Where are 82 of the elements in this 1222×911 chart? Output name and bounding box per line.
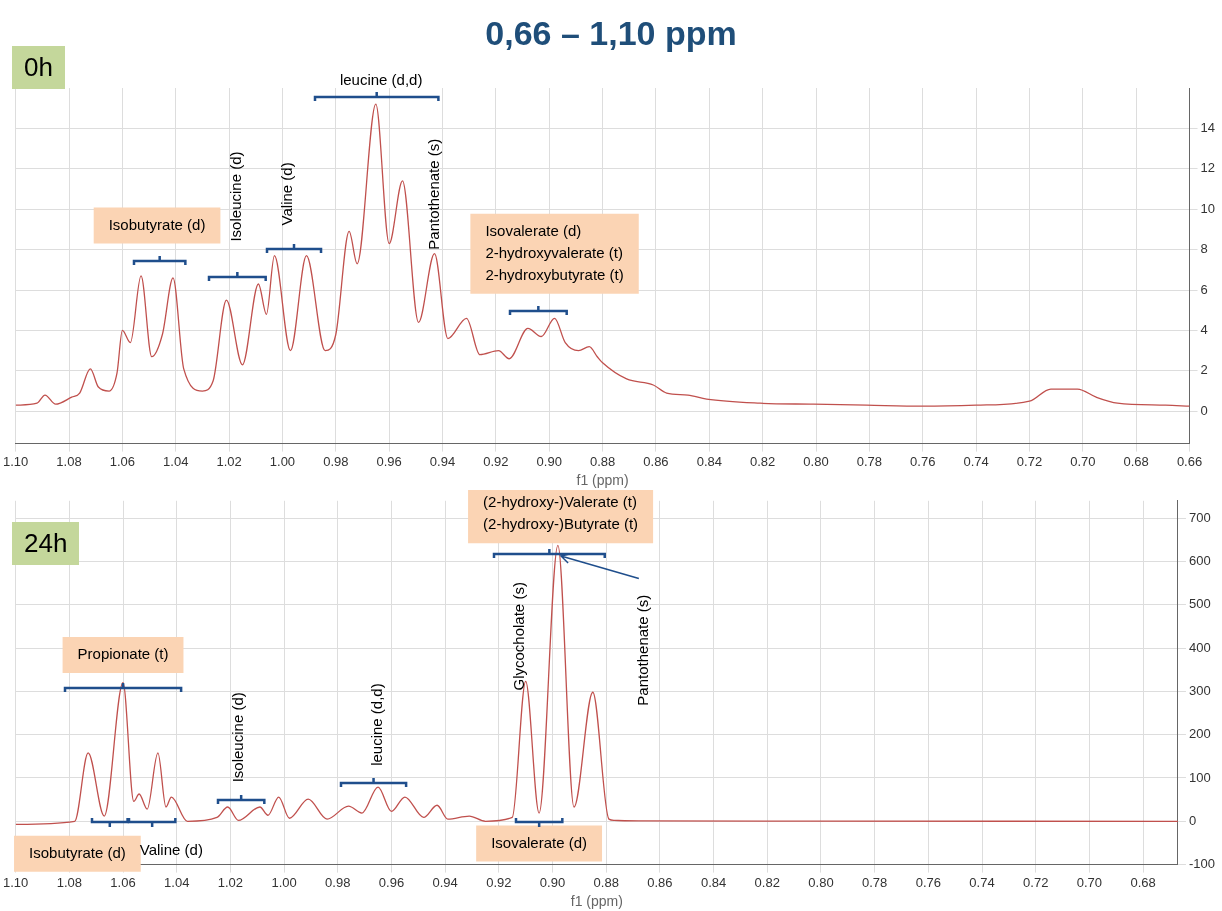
- annotation: Isobutyrate (d): [108, 215, 206, 233]
- annotation: Pantothenate (s): [424, 138, 442, 250]
- y-tick-label: 700: [1188, 509, 1211, 525]
- y-tick-label: 100: [1188, 769, 1211, 785]
- x-tick-label: 0.70: [1076, 874, 1103, 890]
- x-tick-label: 0.86: [643, 453, 669, 469]
- y-tick-label: 0: [1200, 402, 1208, 418]
- x-tick-label: 0.82: [754, 874, 780, 890]
- annotation: Pantothenate (s): [633, 594, 651, 706]
- x-tick-label: 1.00: [271, 874, 297, 890]
- annotation: Valine (d): [277, 162, 295, 226]
- x-tick-label: 0.68: [1130, 874, 1156, 890]
- y-tick-label: 0: [1188, 812, 1197, 828]
- y-tick-label: 6: [1200, 281, 1208, 297]
- y-tick-label: 14: [1200, 119, 1216, 135]
- y-tick-label: -100: [1188, 856, 1216, 872]
- x-tick-label: 0.80: [803, 453, 829, 469]
- x-axis-title: f1 (ppm): [570, 893, 623, 910]
- x-tick-label: 1.04: [164, 874, 190, 890]
- annotation: 24h: [12, 522, 80, 565]
- x-tick-label: 0.74: [963, 453, 989, 469]
- x-tick-label: 0.90: [536, 453, 562, 469]
- x-tick-label: 1.00: [269, 453, 296, 469]
- y-tick-label: 8: [1200, 241, 1208, 257]
- x-tick-label: 0.72: [1016, 453, 1043, 469]
- annotation: Isoleucine (d): [227, 151, 245, 242]
- y-tick-label: 400: [1188, 639, 1211, 655]
- x-tick-label: 0.92: [483, 453, 509, 469]
- x-tick-label: 1.06: [110, 874, 136, 890]
- annotation: Valine (d): [139, 840, 203, 858]
- annotation: Glycocholate (s): [510, 582, 528, 691]
- y-tick-label: 300: [1188, 682, 1211, 698]
- x-tick-label: 0.66: [1176, 453, 1203, 469]
- x-tick-label: 1.10: [2, 874, 29, 890]
- x-tick-label: 0.72: [1023, 874, 1049, 890]
- y-tick-label: 12: [1200, 160, 1216, 176]
- y-tick-label: 200: [1188, 726, 1211, 742]
- x-tick-label: 0.68: [1123, 453, 1149, 469]
- annotation: leucine (d,d): [368, 683, 386, 766]
- x-axis-title: f1 (ppm): [576, 472, 629, 489]
- annotation: Isovalerate (d): [491, 833, 588, 851]
- chart-title: 0,66 – 1,10 ppm: [484, 14, 738, 53]
- annotation: Isobutyrate (d): [29, 843, 126, 861]
- x-tick-label: 1.06: [109, 453, 136, 469]
- x-tick-label: 0.84: [696, 453, 722, 469]
- x-tick-label: 0.70: [1070, 453, 1096, 469]
- annotation: Isovalerate (d) 2-hydroxyvalerate (t) 2-hydroxybutyrate (t): [485, 221, 624, 283]
- x-tick-label: 0.86: [647, 874, 673, 890]
- x-tick-label: 0.74: [969, 874, 995, 890]
- x-tick-label: 0.82: [750, 453, 776, 469]
- text: leucine (d,d): [339, 70, 423, 88]
- x-tick-label: 1.02: [217, 874, 244, 890]
- x-tick-label: 0.96: [378, 874, 405, 890]
- x-tick-label: 0.98: [323, 453, 349, 469]
- y-tick-label: 4: [1200, 322, 1208, 338]
- x-tick-label: 0.92: [486, 874, 512, 890]
- x-tick-label: 0.78: [856, 453, 883, 469]
- x-tick-label: 0.90: [539, 874, 566, 890]
- x-tick-label: 0.78: [861, 874, 888, 890]
- x-tick-label: 1.02: [216, 453, 242, 469]
- x-tick-label: 0.98: [325, 874, 351, 890]
- y-tick-label: 2: [1200, 362, 1208, 378]
- y-tick-label: 10: [1200, 200, 1216, 216]
- x-tick-label: 1.10: [2, 453, 29, 469]
- x-tick-label: 0.88: [589, 453, 616, 469]
- x-tick-label: 0.96: [376, 453, 402, 469]
- annotation: (2-hydroxy-)Valerate (t) (2-hydroxy-)Butyrate (t): [483, 493, 639, 533]
- text: 0h: [12, 46, 65, 89]
- y-tick-label: 600: [1188, 553, 1211, 569]
- x-tick-label: 1.04: [163, 453, 189, 469]
- x-tick-label: 0.80: [808, 874, 834, 890]
- x-tick-label: 0.76: [915, 874, 941, 890]
- x-tick-label: 0.94: [432, 874, 458, 890]
- y-tick-label: 500: [1188, 596, 1211, 612]
- x-tick-label: 0.76: [910, 453, 936, 469]
- annotation: Isoleucine (d): [228, 692, 246, 783]
- x-tick-label: 0.84: [700, 874, 727, 890]
- x-tick-label: 1.08: [56, 874, 82, 890]
- x-tick-label: 0.94: [429, 453, 456, 469]
- x-tick-label: 0.88: [593, 874, 619, 890]
- x-tick-label: 1.08: [56, 453, 82, 469]
- annotation: Propionate (t): [77, 645, 169, 663]
